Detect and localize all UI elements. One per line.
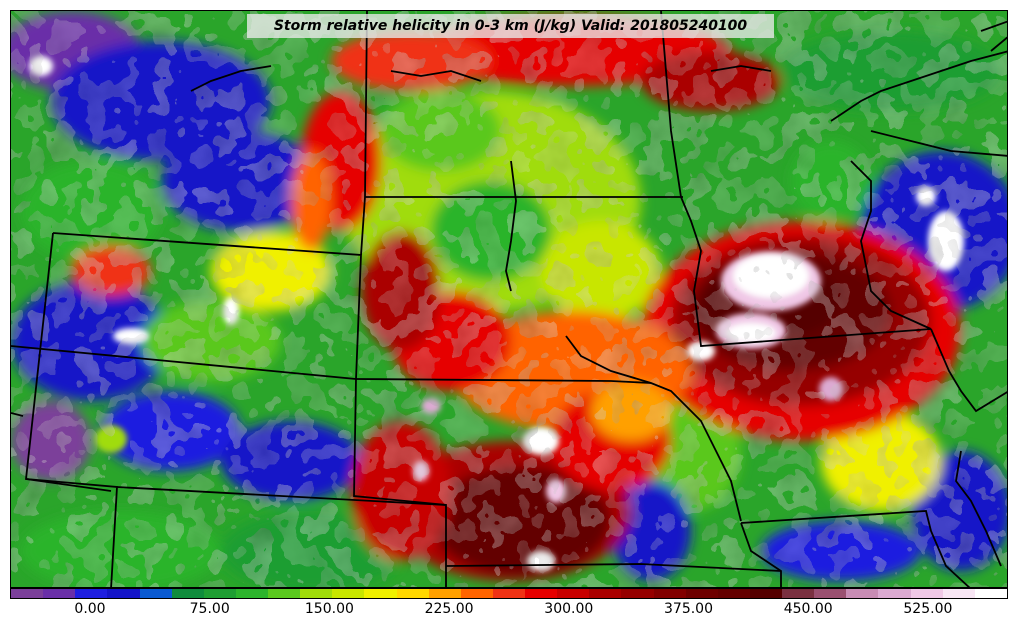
colorbar-segment bbox=[396, 589, 429, 598]
map-title: Storm relative helicity in 0-3 km (J/kg)… bbox=[247, 14, 774, 38]
colorbar-segment bbox=[235, 589, 268, 598]
colorbar-segment bbox=[139, 589, 172, 598]
colorbar-segment bbox=[782, 589, 815, 598]
colorbar-segment bbox=[942, 589, 975, 598]
colorbar-segment bbox=[717, 589, 750, 598]
colorbar-tick-label: 450.00 bbox=[783, 601, 833, 617]
colorbar-segment bbox=[974, 589, 1007, 598]
colorbar bbox=[10, 588, 1008, 599]
colorbar-segment bbox=[203, 589, 236, 598]
colorbar-tick-label: 150.00 bbox=[304, 601, 354, 617]
colorbar-segment bbox=[525, 589, 558, 598]
colorbar-segment bbox=[428, 589, 461, 598]
colorbar-segment bbox=[171, 589, 204, 598]
colorbar-segment bbox=[557, 589, 590, 598]
colorbar-tick-label: 75.00 bbox=[189, 601, 230, 617]
colorbar-segment bbox=[43, 589, 76, 598]
map-field bbox=[11, 11, 1007, 587]
colorbar-segment bbox=[364, 589, 397, 598]
colorbar-segment bbox=[621, 589, 654, 598]
colorbar-tick-label: 375.00 bbox=[664, 601, 713, 617]
colorbar-segment bbox=[653, 589, 686, 598]
colorbar-segment bbox=[589, 589, 622, 598]
colorbar-segment bbox=[492, 589, 525, 598]
colorbar-segment bbox=[685, 589, 718, 598]
colorbar-segment bbox=[814, 589, 847, 598]
colorbar-segment bbox=[300, 589, 333, 598]
state-boundaries bbox=[11, 11, 1007, 587]
colorbar-segment bbox=[460, 589, 493, 598]
colorbar-segment bbox=[268, 589, 301, 598]
colorbar-segment bbox=[75, 589, 108, 598]
colorbar-tick-label: 300.00 bbox=[544, 601, 594, 617]
colorbar-segment bbox=[332, 589, 365, 598]
colorbar-segment bbox=[910, 589, 943, 598]
colorbar-segment bbox=[846, 589, 879, 598]
colorbar-segment bbox=[749, 589, 782, 598]
colorbar-tick-label: 225.00 bbox=[424, 601, 474, 617]
colorbar-tick-label: 0.00 bbox=[74, 601, 106, 617]
colorbar-segment bbox=[107, 589, 140, 598]
colorbar-segment bbox=[878, 589, 911, 598]
colorbar-segment bbox=[11, 589, 44, 598]
colorbar-labels: 0.00 75.00 150.00 225.00 300.00 375.00 450.00 5… bbox=[0, 601, 1018, 623]
helicity-map bbox=[10, 10, 1008, 588]
colorbar-tick-label: 525.00 bbox=[903, 601, 953, 617]
